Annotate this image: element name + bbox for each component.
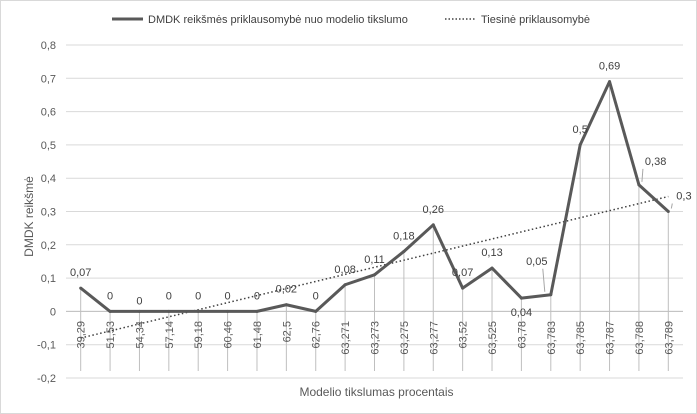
- drop-lines: [80, 81, 669, 371]
- y-axis-title: DMDK reikšmė: [22, 176, 36, 257]
- data-label: 0,69: [599, 61, 620, 73]
- x-tick-label: 63,783: [546, 321, 558, 355]
- x-tick-label: 51,53: [105, 321, 117, 349]
- data-point: [373, 273, 376, 277]
- y-tick-label: 0,3: [41, 207, 56, 219]
- data-label: 0,26: [423, 204, 444, 216]
- data-label: 0,13: [481, 247, 502, 259]
- data-label: 0,08: [334, 264, 355, 276]
- data-label: 0,07: [70, 267, 91, 279]
- y-tick-label: 0,6: [41, 107, 56, 119]
- data-label: 0,07: [452, 267, 473, 279]
- data-point: [79, 286, 83, 290]
- y-axis-ticks: -0,2 -0,1 0 0,1 0,2 0,3 0,4 0,5 0,6 0,7 0,8: [37, 40, 56, 385]
- data-point: [167, 309, 171, 313]
- data-label: 0,5: [573, 124, 588, 136]
- data-point: [284, 303, 288, 307]
- legend-label-trend: Tiesinė priklausomybė: [481, 14, 590, 26]
- y-tick-label: 0,4: [41, 173, 56, 185]
- data-label: 0: [166, 290, 172, 302]
- x-tick-label: 63,277: [428, 321, 440, 355]
- x-tick-label: 63,785: [575, 321, 587, 355]
- x-tick-label: 61,48: [252, 321, 264, 349]
- data-label: 0: [195, 290, 201, 302]
- x-tick-label: 63,275: [399, 321, 411, 355]
- data-point: [608, 80, 612, 84]
- x-tick-label: 62,5: [281, 321, 293, 342]
- x-tick-label: 54,34: [134, 321, 146, 349]
- data-label: 0,18: [393, 230, 414, 242]
- data-point: [108, 309, 112, 313]
- x-tick-label: 63,788: [634, 321, 646, 355]
- data-point: [519, 296, 523, 300]
- y-tick-label: -0,1: [37, 340, 56, 352]
- y-tick-label: 0: [50, 306, 56, 318]
- data-label: 0,38: [645, 156, 666, 168]
- data-label: 0: [254, 290, 260, 302]
- x-tick-label: 62,76: [311, 321, 323, 349]
- x-tick-label: 63,271: [340, 321, 352, 355]
- series-line: [79, 80, 670, 313]
- data-label: 0: [225, 290, 231, 302]
- trendline-path: [80, 195, 669, 339]
- data-point: [431, 223, 435, 227]
- x-tick-label: 60,46: [223, 321, 235, 349]
- data-point: [255, 309, 259, 313]
- data-point: [637, 183, 641, 187]
- data-labels: 0,07 0 0 0 0 0 0 0,02 0 0,08 0,11 0,18 0,26 0,07 0,13 0…: [70, 61, 692, 319]
- x-tick-label: 63,525: [487, 321, 499, 355]
- x-tick-label: 63,789: [663, 321, 675, 355]
- leader-line: [542, 268, 546, 292]
- data-point: [402, 249, 406, 253]
- x-tick-label: 63,787: [605, 321, 617, 355]
- data-label: 0: [313, 290, 319, 302]
- x-tick-label: 63,52: [458, 321, 470, 349]
- x-tick-label: 63,273: [370, 321, 382, 355]
- data-label: 0: [136, 295, 142, 307]
- x-tick-label: 63,78: [516, 321, 528, 349]
- x-axis-title: Modelio tikslumas procentais: [299, 385, 453, 399]
- y-tick-label: -0,2: [37, 373, 56, 385]
- data-point: [343, 283, 347, 287]
- data-label: 0,05: [526, 256, 547, 268]
- label-leader-lines: [542, 168, 673, 292]
- data-point: [578, 143, 582, 147]
- leader-line: [641, 168, 644, 182]
- y-tick-label: 0,5: [41, 140, 56, 152]
- leader-line: [670, 203, 673, 209]
- y-tick-label: 0,8: [41, 40, 56, 52]
- data-point: [461, 286, 465, 290]
- y-tick-label: 0,7: [41, 73, 56, 85]
- legend-label-series-1: DMDK reikšmės priklausomybė nuo modelio …: [148, 14, 408, 26]
- data-point: [314, 309, 318, 313]
- legend: DMDK reikšmės priklausomybė nuo modelio …: [112, 14, 590, 26]
- data-point: [666, 210, 670, 213]
- x-axis-ticks: 39,29 51,53 54,34 57,14 59,18 60,46 61,48 62,5 6…: [76, 321, 676, 355]
- x-tick-label: 39,29: [76, 321, 88, 349]
- trendline: [80, 195, 669, 339]
- x-tick-label: 59,18: [193, 321, 205, 349]
- data-point: [196, 309, 200, 313]
- x-tick-label: 57,14: [164, 321, 176, 349]
- y-tick-label: 0,1: [41, 273, 56, 285]
- data-label: 0: [107, 290, 113, 302]
- data-label: 0,02: [276, 284, 297, 296]
- data-point: [549, 293, 553, 297]
- data-label: 0,11: [364, 254, 385, 266]
- data-point: [226, 309, 230, 313]
- y-tick-label: 0,2: [41, 240, 56, 252]
- data-point: [490, 266, 494, 270]
- data-label: 0,04: [511, 307, 532, 319]
- data-point: [137, 309, 141, 313]
- data-label: 0,3: [676, 191, 691, 203]
